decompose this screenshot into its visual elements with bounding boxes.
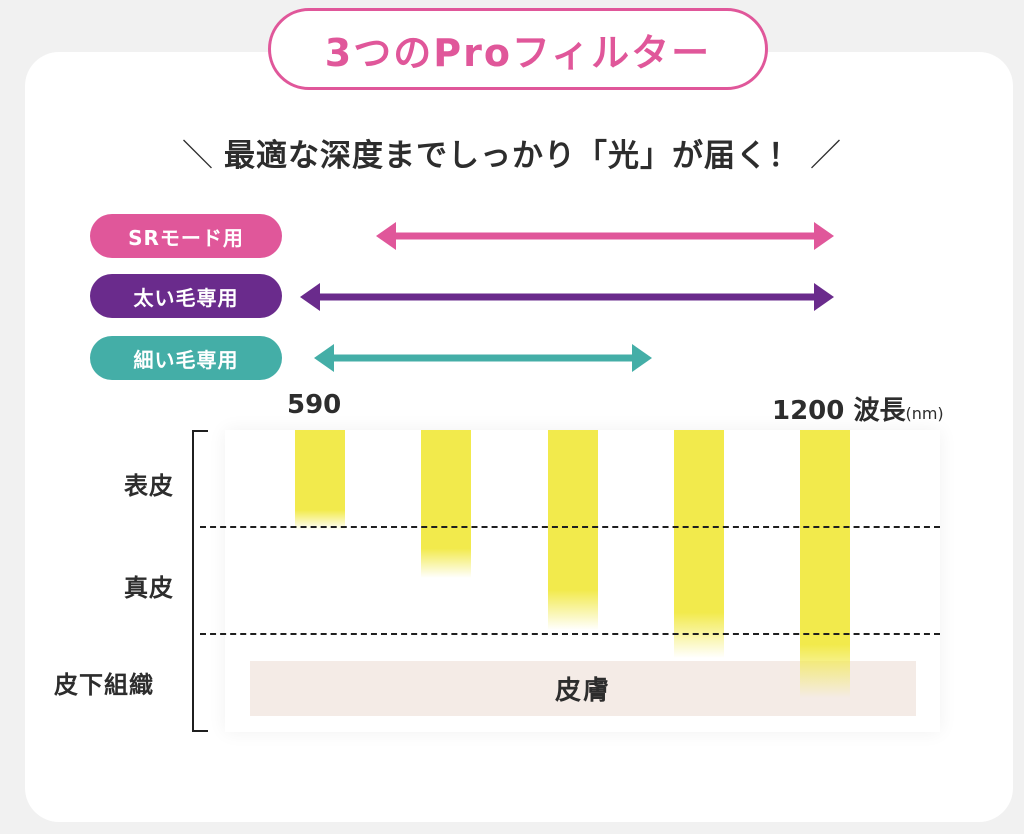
layer-label-subcutaneous: 皮下組織 xyxy=(54,671,154,699)
sr-range-arrow xyxy=(376,222,834,250)
light-bar-1 xyxy=(295,430,345,530)
dermis-subcutaneous-divider xyxy=(200,633,940,635)
epidermis-dermis-divider xyxy=(200,526,940,528)
wavelength-name: 波長 xyxy=(853,396,906,426)
mode-pill-sr: SRモード用 xyxy=(90,214,282,258)
light-bar-3 xyxy=(548,430,598,630)
layer-bracket xyxy=(192,430,208,732)
layer-label-epidermis: 表皮 xyxy=(124,472,174,500)
page-title: 3つのProフィルター xyxy=(268,8,768,90)
layer-label-dermis: 真皮 xyxy=(124,574,174,602)
wavelength-max-group: 1200 波長(nm) xyxy=(772,390,944,427)
wavelength-max-label: 1200 xyxy=(772,396,845,426)
wavelength-unit: (nm) xyxy=(905,404,944,423)
mode-pill-fine-hair: 細い毛専用 xyxy=(90,336,282,380)
headline-right-slash: ／ xyxy=(810,138,842,174)
light-bar-5 xyxy=(800,430,850,698)
light-bar-2 xyxy=(421,430,471,578)
wavelength-min-label: 590 xyxy=(287,390,342,420)
thick-hair-range-arrow xyxy=(300,283,834,311)
headline-left-slash: ＼ xyxy=(182,138,214,174)
headline-text: 最適な深度までしっかり「光」が届く！ xyxy=(224,138,800,174)
headline: ＼ 最適な深度までしっかり「光」が届く！ ／ xyxy=(0,130,1024,175)
fine-hair-range-arrow xyxy=(314,344,652,372)
mode-pill-thick-hair: 太い毛専用 xyxy=(90,274,282,318)
light-bar-4 xyxy=(674,430,724,658)
